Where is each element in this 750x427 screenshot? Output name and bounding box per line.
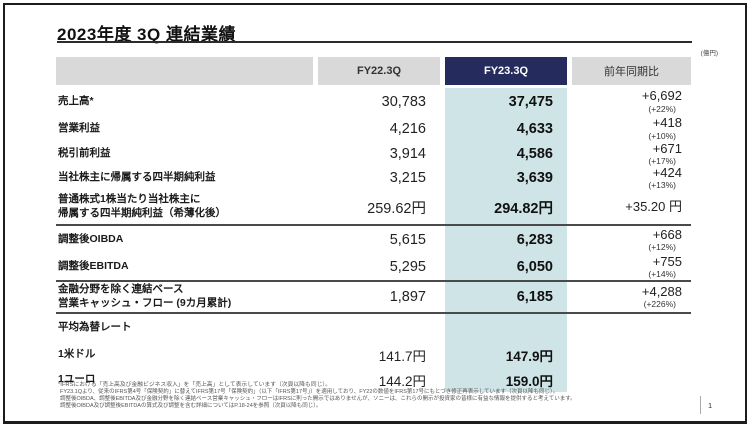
table-row-eps: 普通株式1株当たり当社株主に 帰属する四半期純利益（希薄化後） 259.62円 … xyxy=(56,190,691,226)
fy23-value: 4,633 xyxy=(516,120,553,137)
title-underline xyxy=(57,41,692,43)
fy22-value: 5,615 xyxy=(389,232,426,248)
fy23-value: 159.0円 xyxy=(505,373,553,389)
fy23-value: 6,283 xyxy=(516,232,553,248)
fy23-value: 3,639 xyxy=(516,170,553,187)
fy23-value: 37,475 xyxy=(508,93,553,110)
fx-section-header: 平均為替レート xyxy=(58,321,132,334)
unit-label: (億円) xyxy=(700,50,718,57)
yoy-value: +4,288 (+226%) xyxy=(641,283,682,310)
footnotes-block: FY23.1Qより、従来のIFRS第4号「保険契約」に替えてIFRS第17号「保… xyxy=(60,389,680,410)
footnote-reference: 調整後OIBDA及び調整後EBITDAの算式及び調整を含む詳細についてはP.18… xyxy=(60,402,322,409)
row-label: 調整後OIBDA xyxy=(58,233,124,246)
fy22-value: 259.62円 xyxy=(367,200,426,217)
row-label: 普通株式1株当たり当社株主に 帰属する四半期純利益（希薄化後） xyxy=(58,193,226,219)
footnote-ifrs17: FY23.1Qより、従来のIFRS第4号「保険契約」に替えてIFRS第17号「保… xyxy=(60,389,559,395)
yoy-value: +418 (+10%) xyxy=(648,115,682,141)
yoy-value: +424 (+13%) xyxy=(648,165,682,191)
table-row-income-before-taxes: 税引前利益 3,914 4,586 +671 (+17%) xyxy=(56,141,691,167)
fy22-value: 4,216 xyxy=(389,120,426,137)
yoy-value: +671 (+17%) xyxy=(648,141,682,167)
fx-row-usd: 1米ドル 141.7円 147.9円 xyxy=(56,342,691,367)
table-row-adjusted-oibda: 調整後OIBDA 5,615 6,283 +668 (+12%) xyxy=(56,226,691,254)
table-row-net-income: 当社株主に帰属する四半期純利益 3,215 3,639 +424 (+13%) xyxy=(56,165,691,191)
results-table: FY22.3Q FY23.3Q 前年同期比 売上高* 30,783 37,475… xyxy=(56,57,691,392)
footnote-revenue-definition: *IFRSにおける「売上高及び金融ビジネス収入」を「売上高」として表示しています… xyxy=(58,382,332,388)
page-number: 1 xyxy=(708,401,713,410)
table-row-operating-cash-flow: 金融分野を除く連結ベース 営業キャッシュ・フロー (9カ月累計) 1,897 6… xyxy=(56,282,691,314)
row-label: 金融分野を除く連結ベース 営業キャッシュ・フロー (9カ月累計) xyxy=(58,283,232,309)
page-number-divider xyxy=(700,396,701,414)
column-header-fy23: FY23.3Q xyxy=(445,57,567,85)
row-label: 税引前利益 xyxy=(58,147,111,160)
row-label: 1米ドル xyxy=(58,347,96,360)
footnote-non-ifrs: 調整後OIBDA、調整後EBITDA及び金融分野を除く連結ベース営業キャッシュ・… xyxy=(60,395,576,402)
fx-section-header-row: 平均為替レート xyxy=(56,314,691,342)
header-empty-cell xyxy=(56,57,313,85)
fy22-value: 141.7円 xyxy=(378,348,426,364)
table-row-operating-income: 営業利益 4,216 4,633 +418 (+10%) xyxy=(56,115,691,142)
page-title: 2023年度 3Q 連結業績 xyxy=(57,25,236,44)
yoy-value: +668 (+12%) xyxy=(648,226,682,253)
yoy-value: +6,692 (+22%) xyxy=(641,88,682,114)
fx-row-eur: 1ユーロ 144.2円 159.0円 xyxy=(56,367,691,392)
fy22-value: 3,215 xyxy=(389,170,426,187)
table-header-row: FY22.3Q FY23.3Q 前年同期比 xyxy=(56,57,691,85)
row-label: 当社株主に帰属する四半期純利益 xyxy=(58,171,216,184)
fy22-value: 1,897 xyxy=(389,289,426,305)
fy23-value: 6,050 xyxy=(516,259,553,275)
fy22-value: 144.2円 xyxy=(378,373,426,389)
fy23-value: 6,185 xyxy=(516,289,553,305)
fy23-value: 147.9円 xyxy=(505,348,553,364)
column-header-fy22: FY22.3Q xyxy=(318,57,440,85)
fy22-value: 5,295 xyxy=(389,259,426,275)
row-label: 調整後EBITDA xyxy=(58,260,129,273)
row-label: 売上高* xyxy=(58,94,94,107)
fy22-value: 30,783 xyxy=(381,93,426,110)
row-label: 営業利益 xyxy=(58,121,100,134)
row-label: 1ユーロ xyxy=(58,372,96,385)
column-header-yoy: 前年同期比 xyxy=(572,57,691,85)
fy23-column-highlight xyxy=(445,88,567,392)
table-row-adjusted-ebitda: 調整後EBITDA 5,295 6,050 +755 (+14%) xyxy=(56,254,691,282)
fy23-value: 294.82円 xyxy=(494,200,553,217)
fy23-value: 4,586 xyxy=(516,146,553,163)
yoy-value: +755 (+14%) xyxy=(648,253,682,280)
fy22-value: 3,914 xyxy=(389,146,426,163)
table-row-revenue: 売上高* 30,783 37,475 +6,692 (+22%) xyxy=(56,88,691,115)
yoy-value: +35.20 円 xyxy=(625,198,682,214)
